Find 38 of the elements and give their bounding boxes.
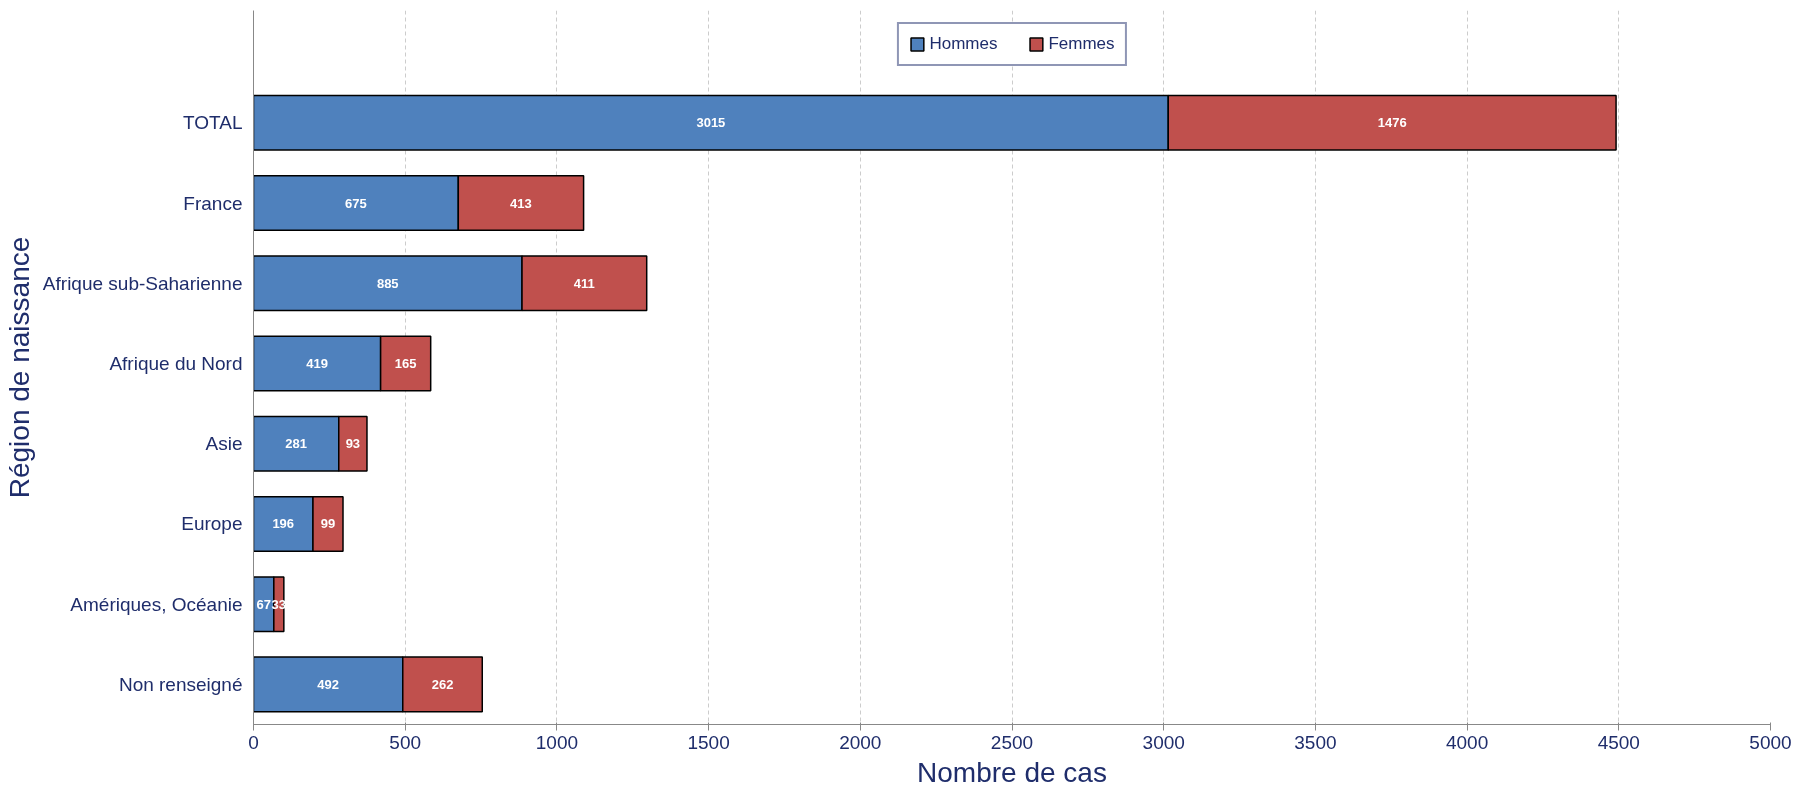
data-label: 1476 bbox=[1377, 115, 1407, 131]
x-tick-label: 500 bbox=[389, 731, 422, 753]
data-label: 281 bbox=[285, 436, 307, 452]
y-tick-label: Amériques, Océanie bbox=[70, 593, 243, 615]
x-tick-label: 2000 bbox=[839, 731, 882, 753]
y-tick-label: Afrique sub-Saharienne bbox=[42, 272, 243, 294]
data-label: 675 bbox=[345, 195, 367, 211]
x-tick-label: 4000 bbox=[1445, 731, 1489, 753]
x-tick-label: 4500 bbox=[1597, 731, 1640, 753]
data-label: 885 bbox=[376, 275, 399, 291]
y-axis-title: Région de naissance bbox=[3, 236, 35, 499]
data-label: 196 bbox=[272, 516, 295, 532]
y-tick-label: France bbox=[183, 192, 243, 214]
data-label: 67 bbox=[256, 596, 271, 612]
y-tick-label: Asie bbox=[205, 433, 243, 455]
x-tick-label: 3000 bbox=[1142, 731, 1185, 753]
data-label: 411 bbox=[573, 275, 595, 291]
data-label: 93 bbox=[345, 436, 361, 452]
x-tick-label: 0 bbox=[248, 731, 259, 753]
y-tick-label: Afrique du Nord bbox=[109, 352, 243, 374]
y-tick-label: TOTAL bbox=[183, 112, 243, 134]
data-label: 3015 bbox=[696, 115, 726, 131]
data-label: 99 bbox=[320, 516, 336, 532]
legend-label: Femmes bbox=[1048, 34, 1115, 54]
y-tick-label: Non renseigné bbox=[118, 673, 243, 695]
data-label: 165 bbox=[394, 355, 417, 371]
legend-label: Hommes bbox=[929, 34, 998, 54]
data-label: 419 bbox=[306, 355, 328, 371]
data-label: 262 bbox=[431, 676, 454, 692]
x-tick-label: 5000 bbox=[1749, 731, 1792, 753]
x-tick-label: 3500 bbox=[1294, 731, 1337, 753]
x-axis-title: Nombre de cas bbox=[917, 756, 1107, 788]
x-tick-label: 2500 bbox=[990, 731, 1034, 753]
x-tick-label: 1000 bbox=[535, 731, 579, 753]
y-tick-label: Europe bbox=[181, 513, 243, 535]
data-label: 413 bbox=[510, 195, 532, 211]
data-label: 492 bbox=[317, 676, 339, 692]
x-tick-label: 1500 bbox=[687, 731, 730, 753]
